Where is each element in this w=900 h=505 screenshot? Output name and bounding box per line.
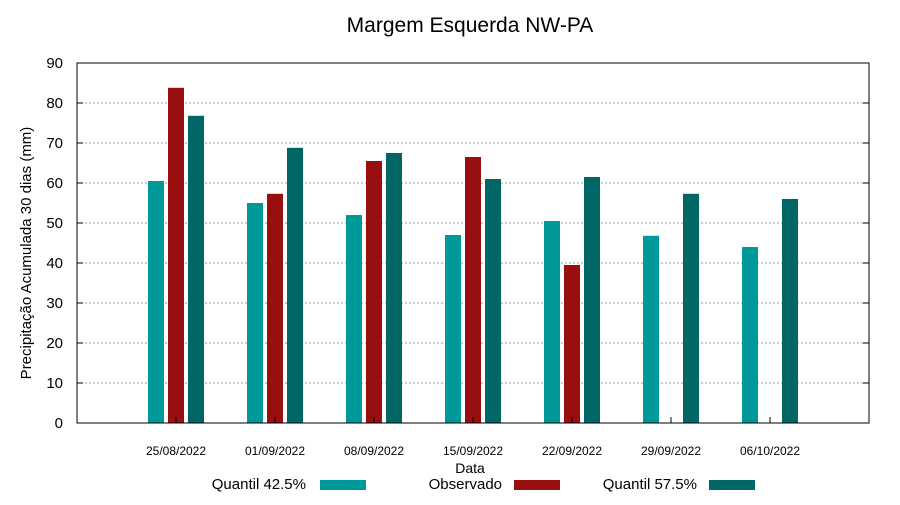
legend-swatch	[320, 480, 366, 490]
y-tick-label: 80	[46, 95, 63, 112]
y-tick-label: 50	[46, 215, 63, 232]
bar	[168, 87, 184, 424]
bar	[683, 193, 699, 423]
y-tick-label: 70	[46, 135, 63, 152]
legend-label: Quantil 42.5%	[212, 476, 306, 493]
bar	[386, 153, 402, 423]
axes-layer: 0 10 20 30 40 50 60 70 80 90 25/08/2022 01/09/2022 0…	[46, 55, 870, 458]
bar	[267, 193, 283, 423]
x-tick-label: 06/10/2022	[740, 444, 800, 458]
y-tick-label: 60	[46, 175, 63, 192]
bar	[485, 179, 501, 423]
x-tick-label: 25/08/2022	[146, 444, 206, 458]
chart-title: Margem Esquerda NW-PA	[347, 14, 594, 37]
bars-layer	[148, 87, 798, 424]
y-tick-label: 90	[46, 55, 63, 72]
bar	[564, 265, 580, 423]
y-tick-label: 0	[55, 415, 63, 432]
y-tick-label: 20	[46, 335, 63, 352]
y-tick-label: 10	[46, 375, 63, 392]
legend-label: Observado	[429, 476, 502, 493]
x-axis-label: Data	[455, 460, 485, 476]
bar	[584, 177, 600, 423]
bar	[287, 147, 303, 424]
y-tick-label: 40	[46, 255, 63, 272]
legend-swatch	[514, 480, 560, 490]
bar	[742, 247, 758, 423]
x-tick-label: 29/09/2022	[641, 444, 701, 458]
bar	[445, 235, 461, 423]
bar	[247, 203, 263, 423]
y-tick-label: 30	[46, 295, 63, 312]
legend: Quantil 42.5% Observado Quantil 57.5%	[212, 476, 755, 493]
x-tick-label: 15/09/2022	[443, 444, 503, 458]
bar	[465, 157, 481, 423]
x-tick-label: 01/09/2022	[245, 444, 305, 458]
x-tick-label: 08/09/2022	[344, 444, 404, 458]
y-axis-label: Precipitação Acumulada 30 dias (mm)	[18, 127, 35, 380]
x-tick-label: 22/09/2022	[542, 444, 602, 458]
bar	[782, 199, 798, 423]
bar	[366, 161, 382, 423]
bar	[643, 235, 659, 423]
plot-frame	[76, 62, 870, 424]
legend-label: Quantil 57.5%	[603, 476, 697, 493]
legend-swatch	[709, 480, 755, 490]
bar	[148, 181, 164, 423]
bar	[346, 215, 362, 423]
bar	[188, 115, 204, 424]
bar	[544, 221, 560, 423]
